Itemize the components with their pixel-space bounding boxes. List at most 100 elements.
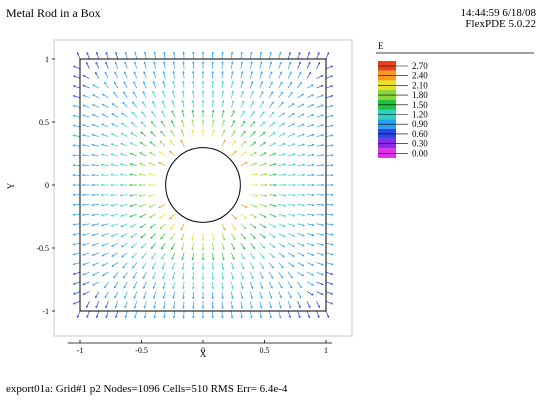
field-vector-head bbox=[72, 163, 75, 167]
field-vector-head bbox=[241, 276, 244, 280]
field-vector-head bbox=[201, 248, 205, 251]
field-vector bbox=[259, 223, 266, 228]
field-vector bbox=[316, 271, 324, 276]
field-vector-head bbox=[100, 163, 104, 167]
field-vector bbox=[154, 310, 157, 318]
vector-plot: -1 -0.5 0 0.5 1 1 0.5 0 -0.5 -1 X Y E 2.702.402.… bbox=[6, 39, 534, 359]
field-vector-head bbox=[233, 129, 236, 133]
field-vector bbox=[82, 252, 90, 256]
field-vector bbox=[172, 100, 175, 108]
field-vector-head bbox=[191, 286, 195, 290]
field-vector bbox=[268, 252, 275, 258]
field-vector bbox=[192, 243, 194, 251]
field-vector-head bbox=[321, 253, 324, 256]
field-vector bbox=[92, 223, 100, 226]
field-vector-head bbox=[331, 163, 334, 167]
legend-variable-label: E bbox=[378, 41, 384, 51]
field-vector bbox=[325, 300, 333, 305]
field-vector-head bbox=[281, 265, 284, 269]
field-vector bbox=[240, 301, 243, 309]
field-vector-head bbox=[201, 80, 205, 83]
field-vector-head bbox=[302, 133, 305, 136]
field-vector-head bbox=[262, 111, 265, 114]
field-vector-head bbox=[72, 233, 76, 236]
field-vector-head bbox=[253, 131, 256, 134]
field-vector bbox=[221, 301, 223, 309]
field-vector-head bbox=[148, 173, 151, 176]
field-vector bbox=[113, 91, 119, 98]
field-vector bbox=[231, 223, 236, 230]
field-vector bbox=[307, 164, 315, 166]
field-vector-head bbox=[270, 71, 273, 74]
field-vector bbox=[120, 143, 128, 147]
field-vector-head bbox=[142, 101, 145, 104]
field-vector-head bbox=[252, 256, 255, 260]
field-vector bbox=[278, 91, 283, 98]
field-vector-head bbox=[244, 151, 247, 154]
field-vector bbox=[139, 152, 147, 157]
field-vector-head bbox=[269, 51, 272, 55]
field-vector bbox=[259, 252, 265, 259]
field-vector bbox=[152, 91, 157, 98]
field-vector-head bbox=[298, 61, 301, 65]
field-vector bbox=[101, 204, 109, 206]
field-vector bbox=[170, 223, 175, 230]
field-vector-head bbox=[290, 91, 293, 95]
field-vector bbox=[102, 271, 109, 277]
field-vector-head bbox=[320, 75, 324, 78]
field-vector-head bbox=[230, 315, 234, 319]
field-vector-head bbox=[130, 225, 133, 228]
field-vector-head bbox=[232, 247, 235, 250]
field-vector-head bbox=[270, 296, 273, 299]
field-vector-head bbox=[130, 132, 134, 135]
field-vector-head bbox=[250, 80, 254, 84]
field-vector bbox=[110, 213, 118, 217]
field-vector bbox=[278, 174, 286, 176]
field-vector bbox=[162, 272, 166, 279]
field-vector bbox=[221, 272, 224, 280]
field-vector-head bbox=[170, 237, 173, 241]
field-vector bbox=[73, 300, 81, 305]
field-vector bbox=[92, 262, 100, 266]
field-vector bbox=[139, 204, 147, 207]
field-vector bbox=[316, 301, 320, 308]
field-vector-head bbox=[121, 255, 124, 258]
y-tick-label: 0 bbox=[45, 181, 49, 190]
field-vector-head bbox=[131, 111, 134, 115]
field-vector-head bbox=[240, 70, 244, 74]
field-vector bbox=[221, 71, 224, 79]
field-vector bbox=[250, 233, 256, 239]
field-vector-head bbox=[317, 305, 321, 309]
field-vector-head bbox=[264, 173, 268, 176]
field-vector-head bbox=[191, 238, 194, 241]
field-vector-head bbox=[240, 306, 244, 309]
field-vector-head bbox=[143, 61, 146, 64]
field-vector-head bbox=[243, 226, 247, 230]
field-vector-head bbox=[201, 51, 205, 54]
legend-level-label: 2.70 bbox=[412, 61, 428, 71]
field-vector-head bbox=[321, 203, 325, 207]
field-vector bbox=[259, 142, 266, 147]
field-vector-head bbox=[311, 114, 315, 117]
field-vector-head bbox=[91, 233, 95, 237]
field-vector bbox=[172, 262, 175, 270]
field-vector bbox=[231, 233, 236, 240]
field-vector-head bbox=[132, 276, 136, 279]
field-vector bbox=[297, 123, 305, 128]
field-vector-head bbox=[302, 163, 306, 167]
field-vector bbox=[73, 252, 81, 255]
field-vector-head bbox=[182, 80, 185, 84]
field-vector-head bbox=[148, 194, 151, 197]
field-vector-head bbox=[191, 267, 195, 271]
field-vector-head bbox=[81, 203, 85, 207]
field-vector bbox=[297, 154, 305, 157]
field-vector-head bbox=[92, 84, 95, 87]
field-vector bbox=[240, 213, 247, 219]
field-vector bbox=[169, 150, 175, 157]
field-vector-head bbox=[250, 306, 253, 309]
field-vector-head bbox=[263, 142, 267, 145]
field-vector-head bbox=[91, 104, 95, 107]
field-vector bbox=[278, 281, 283, 289]
field-vector-head bbox=[288, 315, 291, 319]
field-vector bbox=[268, 101, 274, 108]
